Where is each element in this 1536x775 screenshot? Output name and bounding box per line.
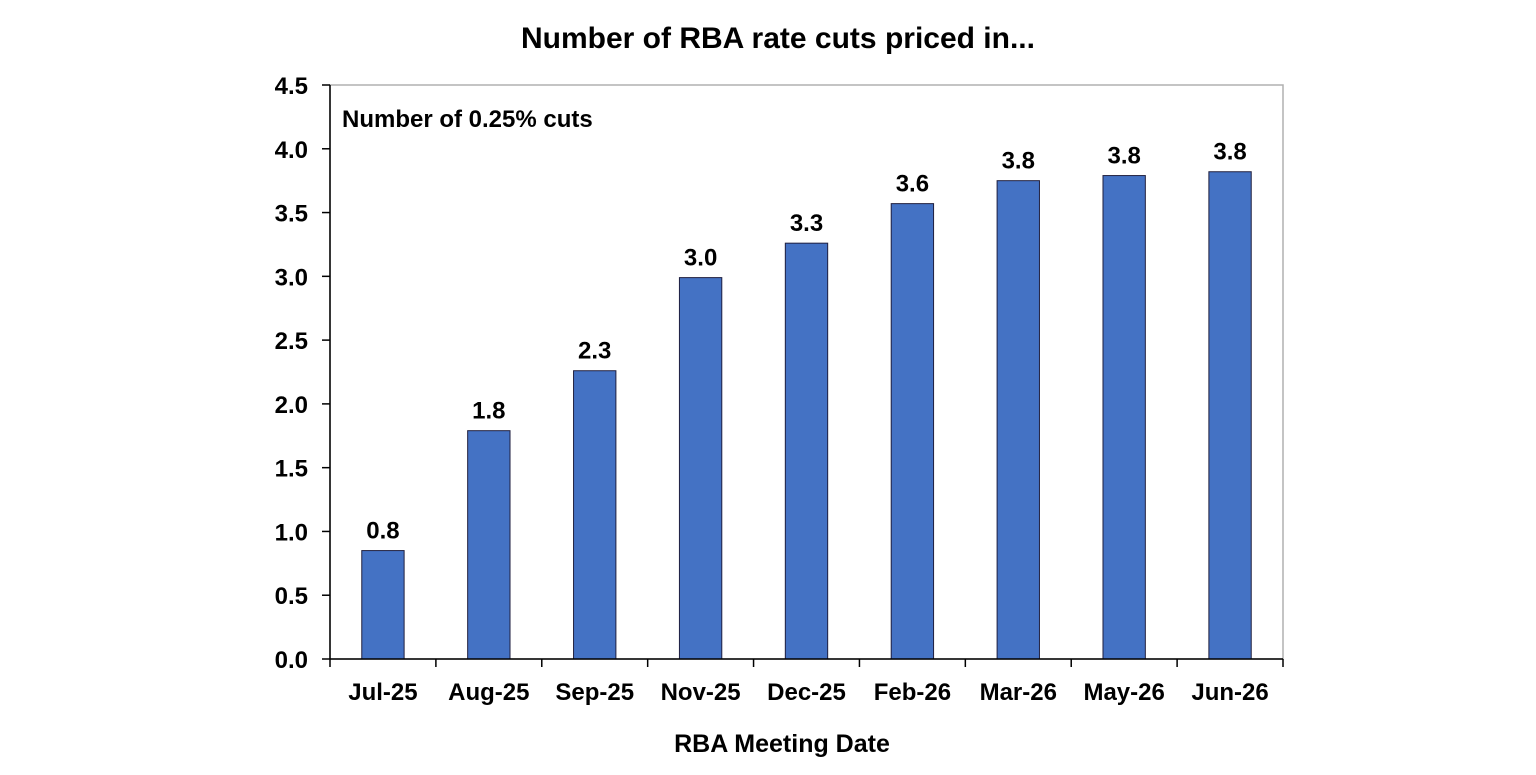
x-tick-label: Aug-25	[448, 679, 529, 706]
x-tick-label: Feb-26	[874, 679, 951, 706]
bar	[890, 203, 935, 660]
x-axis-title: RBA Meeting Date	[674, 730, 890, 758]
x-axis: Jul-25 Aug-25 Sep-25 Nov-25 Dec-25 Feb-26 Mar-…	[329, 658, 1284, 706]
x-tick-label: Dec-25	[767, 679, 846, 706]
y-tick-label: 4.5	[275, 73, 308, 100]
bar-data-label: 3.0	[684, 245, 717, 272]
y-axis: 0.0 0.5 1.0 1.5 2.0 2.5 3.0 3.5 4.0 4.5	[275, 73, 331, 674]
y-tick-label: 0.0	[275, 647, 308, 674]
bar-data-label: 3.8	[1107, 143, 1140, 170]
bar	[678, 277, 723, 660]
y-tick-label: 1.0	[275, 519, 308, 546]
bar	[467, 430, 511, 660]
y-tick-label: 0.5	[275, 583, 308, 610]
y-tick-label: 4.0	[275, 137, 308, 164]
bar	[1208, 171, 1252, 660]
bar-data-label: 0.8	[366, 518, 399, 545]
x-tick-label: Nov-25	[661, 679, 741, 706]
bar	[996, 180, 1040, 660]
bar	[573, 370, 617, 660]
bar-data-label: 3.3	[790, 210, 823, 237]
bar-data-label: 1.8	[472, 398, 505, 425]
bar-data-label: 3.8	[1213, 139, 1246, 166]
x-tick-label: Jul-25	[348, 679, 417, 706]
y-tick-label: 3.5	[275, 201, 308, 228]
y-tick-label: 3.0	[275, 264, 308, 291]
x-tick-label: Sep-25	[555, 679, 634, 706]
chart-title: Number of RBA rate cuts priced in...	[521, 22, 1035, 55]
bar	[361, 550, 405, 660]
x-tick-label: May-26	[1083, 679, 1164, 706]
x-tick-label: Mar-26	[980, 679, 1057, 706]
x-tick-label: Jun-26	[1191, 679, 1268, 706]
y-tick-label: 1.5	[275, 456, 308, 483]
chart-annotation: Number of 0.25% cuts	[342, 106, 593, 133]
bar-series: 0.8 1.8 2.3 3.0 3.3 3.6 3.8 3.8 3.8	[361, 139, 1252, 660]
bar-data-label: 2.3	[578, 338, 611, 365]
y-tick-label: 2.0	[275, 392, 308, 419]
bar	[784, 242, 829, 660]
y-tick-label: 2.5	[275, 328, 308, 355]
bar-data-label: 3.6	[896, 171, 929, 198]
bar-data-label: 3.8	[1002, 148, 1035, 175]
bar	[1102, 175, 1146, 660]
